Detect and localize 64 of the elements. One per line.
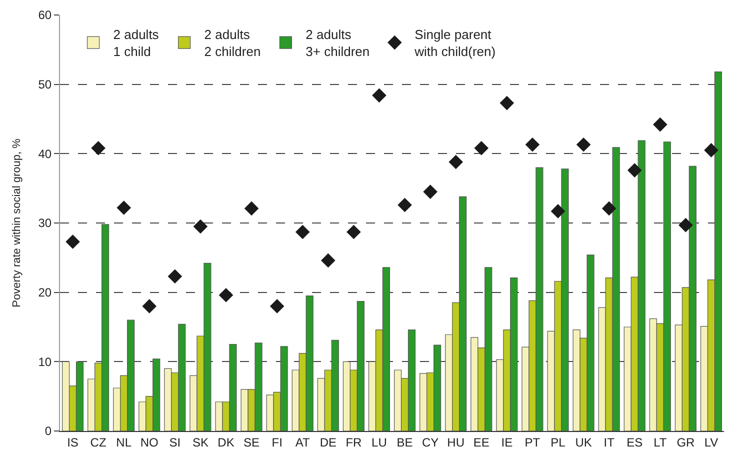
point <box>398 198 412 212</box>
point <box>193 219 208 234</box>
point <box>244 201 259 216</box>
x-tick-label: SK <box>192 435 208 450</box>
x-tick-label: IE <box>501 435 513 450</box>
x-tick-label: PT <box>524 435 541 450</box>
y-tick-label: 30 <box>38 216 52 230</box>
x-tick-label: EE <box>473 435 490 450</box>
x-tick-label: CZ <box>90 435 106 450</box>
legend-label: 2 adults 3+ children <box>306 27 370 60</box>
legend-label: 2 adults 1 child <box>113 27 160 60</box>
point <box>295 224 310 240</box>
y-tick-label: 40 <box>38 146 52 161</box>
x-tick-label: FR <box>346 435 362 450</box>
x-tick-label: AT <box>295 435 311 450</box>
x-tick-label: LU <box>372 435 387 450</box>
y-tick-label: 50 <box>38 78 52 92</box>
x-tick-label: GR <box>676 435 696 450</box>
point <box>142 299 157 314</box>
point <box>66 234 80 249</box>
point <box>627 163 642 178</box>
x-tick-label: CY <box>422 435 439 450</box>
x-tick-label: IT <box>604 435 616 450</box>
x-tick-label: DE <box>320 435 336 450</box>
point <box>346 224 361 240</box>
point <box>321 253 336 268</box>
y-tick-label: 10 <box>38 354 52 369</box>
x-tick-label: PL <box>550 435 566 450</box>
x-tick-label: UK <box>575 435 592 450</box>
legend-label: Single parent with child(ren) <box>414 27 496 60</box>
y-tick-label: 20 <box>38 286 52 300</box>
point <box>550 204 566 218</box>
x-tick-label: NO <box>140 435 158 450</box>
point <box>372 88 386 103</box>
point <box>576 138 591 152</box>
point <box>448 154 463 170</box>
y-tick-label: 60 <box>38 8 52 22</box>
x-tick-label: LT <box>654 435 668 450</box>
point <box>168 269 182 284</box>
point <box>653 117 668 132</box>
point <box>270 299 284 314</box>
y-tick-label: 0 <box>44 424 52 438</box>
x-tick-label: HU <box>447 435 465 450</box>
point <box>500 96 514 110</box>
x-tick-label: SE <box>244 435 260 450</box>
point <box>116 200 131 215</box>
x-tick-label: BE <box>396 435 413 450</box>
legend-label: 2 adults 2 children <box>204 27 261 60</box>
point <box>91 140 106 156</box>
x-tick-label: SI <box>169 435 181 450</box>
point <box>474 140 489 156</box>
x-tick-label: FI <box>272 435 282 450</box>
y-axis-title: Poverty rate within social group, % <box>10 138 23 308</box>
x-tick-label: ES <box>626 435 643 450</box>
x-tick-label: IS <box>67 435 78 450</box>
x-tick-label: DK <box>218 435 234 450</box>
x-tick-label: LV <box>704 435 718 450</box>
point <box>678 218 693 232</box>
point <box>423 184 438 199</box>
point <box>525 138 540 152</box>
point <box>218 288 234 302</box>
point <box>704 143 718 158</box>
x-tick-label: NL <box>116 435 132 450</box>
point <box>602 201 616 216</box>
